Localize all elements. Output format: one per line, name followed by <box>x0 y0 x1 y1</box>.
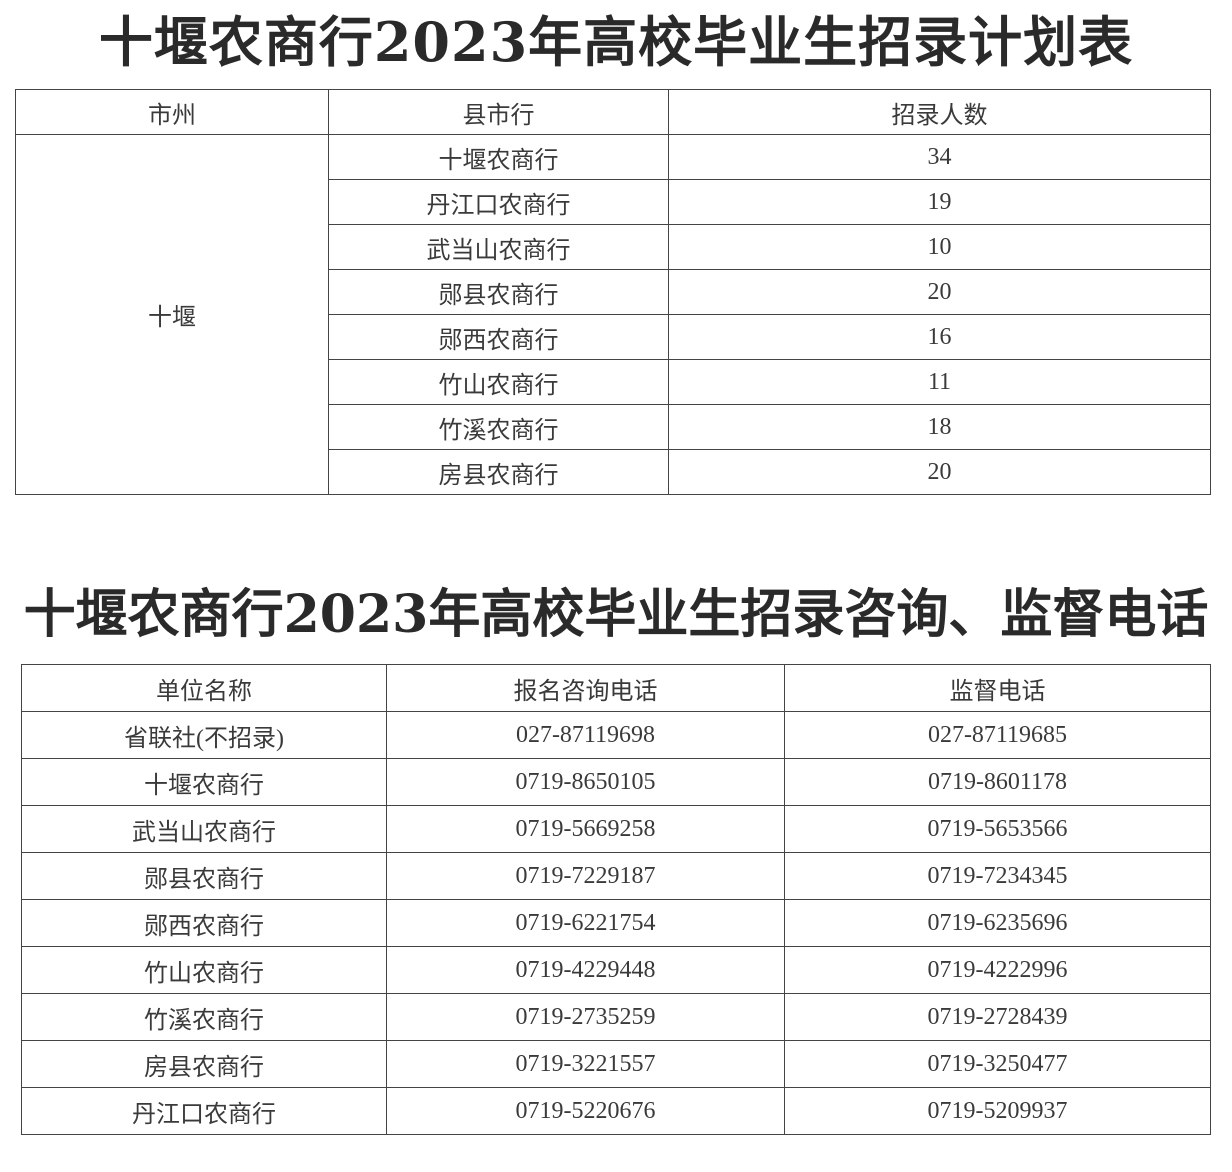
table-row: 十堰 十堰农商行 34 <box>15 134 1211 495</box>
recruit-count: 20 <box>668 449 1211 495</box>
bank-name: 竹溪农商行 <box>328 404 669 450</box>
supervision-phone: 0719-5209937 <box>784 1087 1211 1135</box>
bank-name: 武当山农商行 <box>328 224 669 270</box>
table-row: 竹溪农商行 18 <box>16 404 1211 450</box>
table-row: 丹江口农商行 0719-5220676 0719-5209937 <box>21 1087 1211 1135</box>
supervision-phone: 0719-2728439 <box>784 993 1211 1041</box>
table-row: 郧县农商行 0719-7229187 0719-7234345 <box>21 852 1211 900</box>
unit-name: 丹江口农商行 <box>21 1087 387 1135</box>
unit-name: 郧西农商行 <box>21 899 387 947</box>
inquiry-phone: 0719-7229187 <box>386 852 785 900</box>
bank-name: 竹山农商行 <box>328 359 669 405</box>
table-row: 竹溪农商行 0719-2735259 0719-2728439 <box>21 993 1211 1041</box>
recruit-count: 11 <box>668 359 1211 405</box>
contacts-title: 十堰农商行2023年高校毕业生招录咨询、监督电话 <box>23 584 1209 645</box>
table-row: 竹山农商行 0719-4229448 0719-4222996 <box>21 946 1211 994</box>
unit-name: 郧县农商行 <box>21 852 387 900</box>
unit-name: 房县农商行 <box>21 1040 387 1088</box>
header-supervision-phone: 监督电话 <box>784 664 1211 712</box>
plan-title: 十堰农商行2023年高校毕业生招录计划表 <box>98 10 1134 74</box>
inquiry-phone: 0719-6221754 <box>386 899 785 947</box>
supervision-phone: 0719-5653566 <box>784 805 1211 853</box>
table-row: 房县农商行 20 <box>16 449 1211 495</box>
unit-name: 竹山农商行 <box>21 946 387 994</box>
supervision-phone: 0719-3250477 <box>784 1040 1211 1088</box>
bank-name: 房县农商行 <box>328 449 669 495</box>
contacts-table: 单位名称 报名咨询电话 监督电话 省联社(不招录) 027-87119698 027… <box>21 664 1211 1135</box>
unit-name: 省联社(不招录) <box>21 711 387 759</box>
table-row: 郧县农商行 20 <box>16 269 1211 315</box>
supervision-phone: 0719-4222996 <box>784 946 1211 994</box>
table-row: 武当山农商行 0719-5669258 0719-5653566 <box>21 805 1211 853</box>
recruit-count: 16 <box>668 314 1211 360</box>
supervision-phone: 0719-6235696 <box>784 899 1211 947</box>
table-row: 省联社(不招录) 027-87119698 027-87119685 <box>21 711 1211 759</box>
table-header-row: 单位名称 报名咨询电话 监督电话 <box>21 664 1211 712</box>
inquiry-phone: 0719-5669258 <box>386 805 785 853</box>
recruitment-plan-table: 市州 县市行 招录人数 十堰 十堰农商行 34 丹江口农商行 19 武当山农商行 10 郧县农… <box>15 89 1211 495</box>
bank-name: 十堰农商行 <box>328 134 669 180</box>
table-row: 房县农商行 0719-3221557 0719-3250477 <box>21 1040 1211 1088</box>
unit-name: 武当山农商行 <box>21 805 387 853</box>
inquiry-phone: 027-87119698 <box>386 711 785 759</box>
inquiry-phone: 0719-2735259 <box>386 993 785 1041</box>
supervision-phone: 0719-8601178 <box>784 758 1211 806</box>
unit-name: 十堰农商行 <box>21 758 387 806</box>
header-city: 市州 <box>15 89 329 135</box>
header-count: 招录人数 <box>668 89 1211 135</box>
inquiry-phone: 0719-5220676 <box>386 1087 785 1135</box>
table-row: 竹山农商行 11 <box>16 359 1211 405</box>
recruit-count: 34 <box>668 134 1211 180</box>
supervision-phone: 0719-7234345 <box>784 852 1211 900</box>
bank-name: 丹江口农商行 <box>328 179 669 225</box>
inquiry-phone: 0719-4229448 <box>386 946 785 994</box>
inquiry-phone: 0719-3221557 <box>386 1040 785 1088</box>
supervision-phone: 027-87119685 <box>784 711 1211 759</box>
recruit-count: 19 <box>668 179 1211 225</box>
recruit-count: 20 <box>668 269 1211 315</box>
header-unit: 单位名称 <box>21 664 387 712</box>
table-header-row: 市州 县市行 招录人数 <box>15 89 1211 135</box>
bank-name: 郧县农商行 <box>328 269 669 315</box>
header-inquiry-phone: 报名咨询电话 <box>386 664 785 712</box>
table-row: 丹江口农商行 19 <box>16 179 1211 225</box>
table-row: 十堰农商行 0719-8650105 0719-8601178 <box>21 758 1211 806</box>
table-row: 郧西农商行 0719-6221754 0719-6235696 <box>21 899 1211 947</box>
recruit-count: 18 <box>668 404 1211 450</box>
bank-name: 郧西农商行 <box>328 314 669 360</box>
header-bank: 县市行 <box>328 89 669 135</box>
recruit-count: 10 <box>668 224 1211 270</box>
unit-name: 竹溪农商行 <box>21 993 387 1041</box>
city-cell: 十堰 <box>15 134 329 495</box>
inquiry-phone: 0719-8650105 <box>386 758 785 806</box>
